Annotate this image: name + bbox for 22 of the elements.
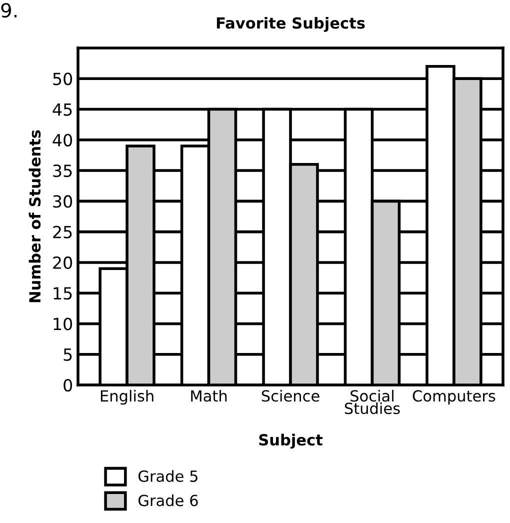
x-tick-label: English bbox=[100, 390, 154, 405]
y-axis-title: Number of Students bbox=[28, 130, 41, 302]
y-tick-label: 50 bbox=[53, 72, 72, 86]
y-tick-label: 25 bbox=[53, 226, 72, 238]
x-tick-label: Science bbox=[262, 390, 320, 402]
legend-label: Grade 6 bbox=[138, 494, 198, 506]
y-tick-label: 30 bbox=[53, 195, 72, 208]
text: 9. bbox=[1, 2, 16, 18]
y-tick-label: 40 bbox=[52, 134, 72, 146]
y-tick-label: 45 bbox=[52, 103, 72, 116]
chart-title: Favorite Subjects bbox=[216, 16, 365, 32]
y-tick-label: 35 bbox=[53, 164, 72, 178]
x-tick-label: Social Studies bbox=[344, 390, 400, 414]
y-tick-label: 20 bbox=[53, 256, 72, 270]
y-tick-label: 5 bbox=[64, 348, 72, 361]
x-axis-title: Subject bbox=[259, 434, 323, 449]
y-tick-label: 0 bbox=[64, 378, 72, 392]
x-tick-label: Math bbox=[191, 390, 227, 402]
legend-label: Grade 5 bbox=[138, 470, 198, 482]
y-tick-label: 15 bbox=[54, 287, 72, 300]
y-tick-label: 10 bbox=[54, 318, 72, 330]
x-tick-label: Computers bbox=[412, 390, 496, 405]
